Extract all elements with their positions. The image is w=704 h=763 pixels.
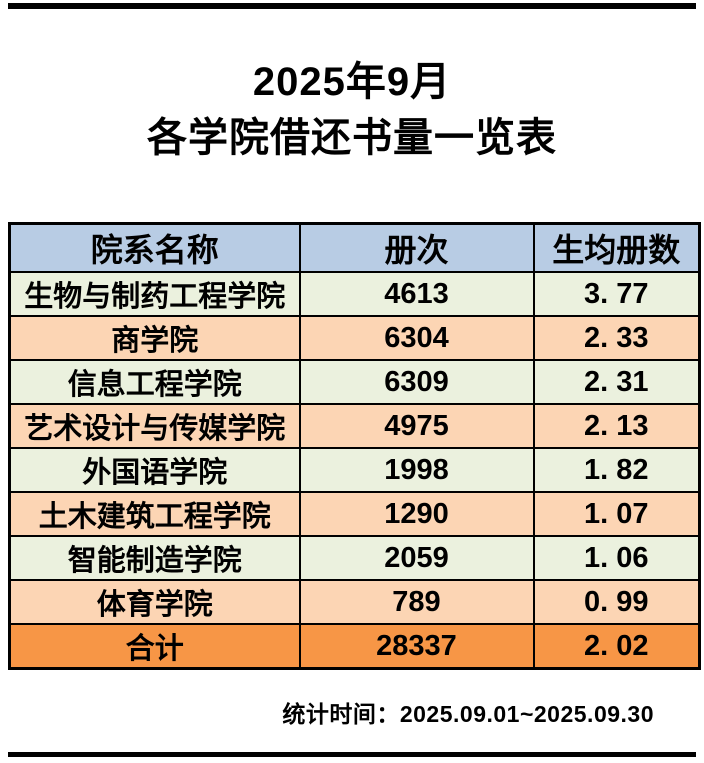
page-title-line2: 各学院借还书量一览表 [147, 116, 557, 160]
page-title: 2025年9月 各学院借还书量一览表 [0, 54, 704, 166]
bottom-rule [8, 752, 696, 757]
college-name-cell: 智能制造学院 [8, 535, 301, 581]
total-count-cell: 28337 [298, 623, 535, 670]
college-name-cell: 土木建筑工程学院 [8, 491, 301, 537]
header-count: 册次 [298, 222, 535, 273]
header-college-name: 院系名称 [8, 222, 301, 273]
count-cell: 1998 [298, 447, 535, 493]
page-title-line1: 2025年9月 [252, 60, 452, 104]
avg-cell: 1. 06 [532, 535, 701, 581]
college-name-cell: 信息工程学院 [8, 359, 301, 405]
count-cell: 6304 [298, 315, 535, 361]
avg-cell: 2. 31 [532, 359, 701, 405]
table-row: 智能制造学院 2059 1. 06 [8, 535, 701, 581]
table-row: 生物与制药工程学院 4613 3. 77 [8, 271, 701, 317]
college-name-cell: 体育学院 [8, 579, 301, 625]
table-row: 土木建筑工程学院 1290 1. 07 [8, 491, 701, 537]
top-rule [8, 3, 696, 9]
count-cell: 4613 [298, 271, 535, 317]
table-row: 艺术设计与传媒学院 4975 2. 13 [8, 403, 701, 449]
total-row: 合计 28337 2. 02 [8, 623, 701, 670]
avg-cell: 3. 77 [532, 271, 701, 317]
college-name-cell: 外国语学院 [8, 447, 301, 493]
college-name-cell: 生物与制药工程学院 [8, 271, 301, 317]
avg-cell: 2. 33 [532, 315, 701, 361]
count-cell: 1290 [298, 491, 535, 537]
avg-cell: 2. 13 [532, 403, 701, 449]
borrow-stats-table: 院系名称 册次 生均册数 生物与制药工程学院 4613 3. 77 商学院 63… [8, 222, 701, 670]
total-label-cell: 合计 [8, 623, 301, 670]
stat-time-note: 统计时间：2025.09.01~2025.09.30 [282, 701, 654, 727]
count-cell: 789 [298, 579, 535, 625]
table-row: 信息工程学院 6309 2. 31 [8, 359, 701, 405]
count-cell: 2059 [298, 535, 535, 581]
total-avg-cell: 2. 02 [532, 623, 701, 670]
avg-cell: 1. 82 [532, 447, 701, 493]
header-avg: 生均册数 [532, 222, 701, 273]
table-row: 体育学院 789 0. 99 [8, 579, 701, 625]
college-name-cell: 艺术设计与传媒学院 [8, 403, 301, 449]
avg-cell: 0. 99 [532, 579, 701, 625]
count-cell: 4975 [298, 403, 535, 449]
avg-cell: 1. 07 [532, 491, 701, 537]
table-row: 商学院 6304 2. 33 [8, 315, 701, 361]
college-name-cell: 商学院 [8, 315, 301, 361]
table-header-row: 院系名称 册次 生均册数 [8, 222, 701, 273]
table-row: 外国语学院 1998 1. 82 [8, 447, 701, 493]
count-cell: 6309 [298, 359, 535, 405]
